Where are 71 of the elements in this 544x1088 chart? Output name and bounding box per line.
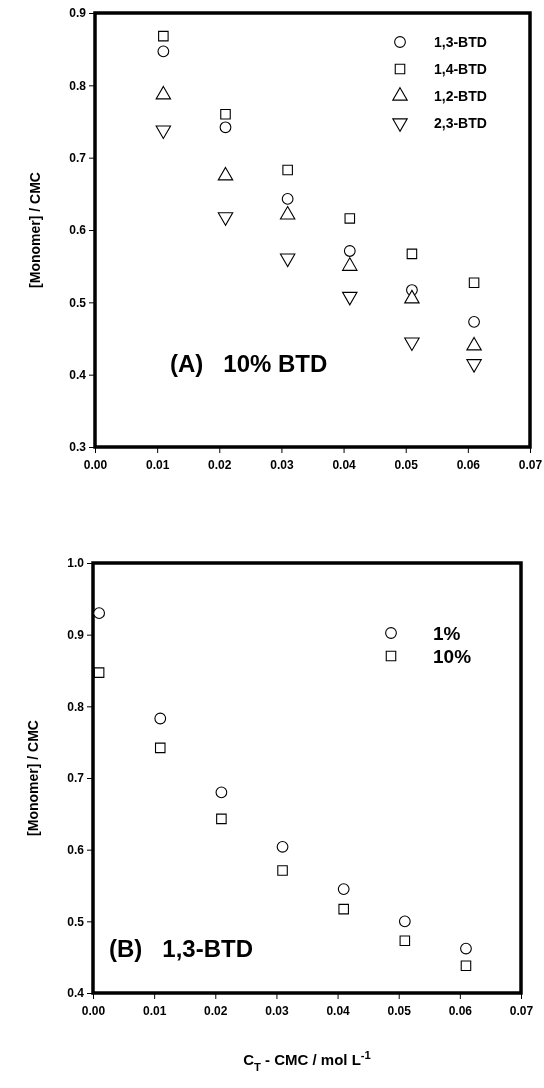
x-tick-label: 0.05 [394, 458, 419, 473]
point [219, 121, 232, 134]
x-tick-label: 0.07 [509, 1004, 534, 1019]
x-tick-label: 0.07 [518, 458, 543, 473]
point [468, 277, 480, 289]
legend-label: 2,3-BTD [434, 114, 487, 131]
point [215, 786, 228, 799]
x-tick-label: 0.00 [83, 458, 108, 473]
point [343, 245, 356, 257]
x-tick-label: 0.00 [81, 1004, 106, 1019]
point [281, 193, 294, 205]
x-tick-label: 0.02 [204, 1004, 228, 1019]
point [398, 915, 411, 928]
x-axis-title: C$_{T}$ - CMC / mol L$^{-1}$ [243, 1049, 371, 1073]
point [217, 212, 234, 226]
legend-label: 10% [433, 645, 472, 667]
x-tick-label: 0.04 [326, 1004, 351, 1019]
y-tick-label: 0.7 [69, 151, 87, 166]
x-tick-label: 0.06 [448, 1004, 473, 1019]
point [466, 359, 482, 373]
point [344, 213, 356, 224]
x-tick-label: 0.03 [265, 1004, 289, 1019]
point [93, 607, 106, 620]
y-axis-title: [Monomer] / CMC [27, 172, 43, 288]
legend-label: 1,2-BTD [434, 87, 487, 104]
y-tick-label: 0.9 [69, 6, 87, 21]
x-tick-label: 0.03 [270, 458, 294, 473]
annotation: (A) 10% BTD [170, 350, 328, 377]
point [406, 248, 418, 260]
point [157, 45, 170, 58]
x-tick-label: 0.06 [456, 458, 481, 473]
y-tick-label: 0.9 [67, 628, 85, 643]
point [220, 108, 231, 120]
x-tick-label: 0.01 [142, 1004, 167, 1019]
y-tick-label: 0.6 [69, 223, 87, 238]
y-tick-label: 0.8 [67, 699, 85, 714]
x-tick-label: 0.02 [208, 458, 232, 473]
y-tick-label: 0.5 [67, 914, 85, 929]
point [279, 253, 296, 268]
point [216, 813, 227, 825]
legend-label: 1,4-BTD [434, 60, 487, 77]
y-tick-label: 0.8 [69, 78, 87, 93]
point [154, 742, 166, 754]
legend-label: 1,3-BTD [434, 33, 487, 50]
point [276, 840, 289, 853]
x-tick-label: 0.04 [332, 458, 357, 473]
y-tick-label: 0.6 [67, 843, 85, 858]
point [399, 935, 411, 946]
point [337, 883, 350, 895]
annotation: (B) 1,3-BTD [109, 935, 253, 962]
y-tick-label: 0.3 [69, 440, 87, 455]
point [468, 315, 480, 328]
point [154, 712, 167, 725]
y-tick-label: 0.5 [69, 295, 87, 310]
point [93, 667, 105, 678]
y-tick-label: 0.7 [67, 771, 85, 786]
point [158, 30, 169, 42]
point [342, 291, 358, 306]
y-tick-label: 1.0 [67, 556, 85, 571]
point [404, 337, 420, 351]
point [282, 164, 293, 176]
y-tick-label: 0.4 [67, 986, 85, 1001]
x-tick-label: 0.05 [387, 1004, 412, 1019]
y-axis-title: [Monomer] / CMC [25, 720, 41, 836]
point [460, 960, 472, 972]
legend-label: 1% [433, 622, 461, 644]
point [338, 903, 349, 915]
point [460, 942, 472, 955]
x-tick-label: 0.01 [145, 458, 170, 473]
point [277, 865, 288, 876]
y-tick-label: 0.4 [69, 368, 87, 383]
